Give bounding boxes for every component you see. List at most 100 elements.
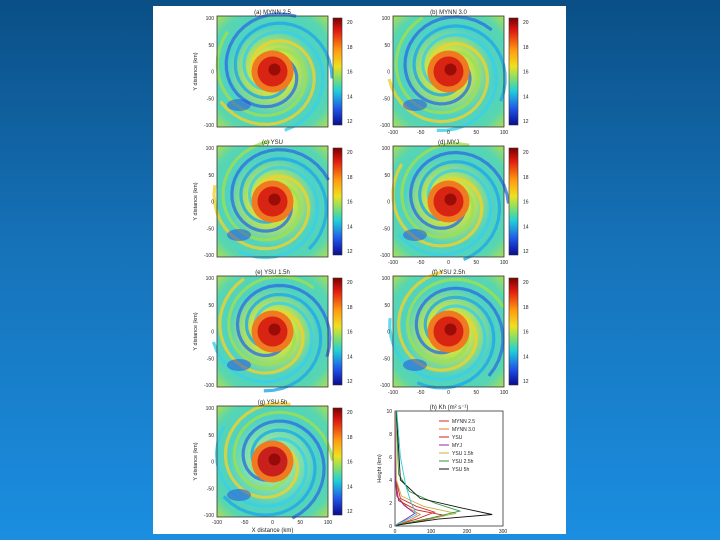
rainband [232,410,335,491]
rainband [221,140,302,242]
colorbar-tick-label: 12 [347,249,353,255]
rainband [412,24,507,102]
x-axis-label: X distance (km) [252,528,294,534]
colorbar-tick-label: 18 [523,305,529,311]
series-line-3 [394,411,416,526]
y-tick-label: 100 [206,276,215,282]
eye [268,193,281,206]
panel-title: (g) YSU 5h [258,400,288,406]
x-tick-label: 0 [447,260,450,266]
colorbar-tick-label: 12 [347,119,353,125]
x-tick-label: -50 [241,520,248,526]
x-tick-label: 50 [297,520,303,526]
x-tick-label: 50 [473,260,479,266]
colorbar-tick-label: 14 [523,224,529,230]
colorbar-tick-label: 20 [523,150,529,156]
colorbar-tick-label: 20 [347,410,353,416]
rainband [403,15,493,106]
rainband [394,16,481,115]
y-tick-label: 0 [211,200,214,206]
colorbar-tick-label: 16 [347,460,353,466]
rainband [242,30,325,132]
panel-frame [216,145,329,258]
rainband [219,39,316,127]
x-tick-label: 0 [447,130,450,136]
colorbar-tick-label: 18 [523,45,529,51]
chart-y-tick: 10 [386,409,392,415]
series-line-7 [394,410,418,526]
cool-patch [403,229,427,241]
x-tick-label: 100 [324,520,333,526]
colorbar-tick-label: 14 [347,354,353,360]
colorbar-tick-label: 20 [347,20,353,26]
x-tick-label: -100 [388,390,398,396]
x-tick-label: -100 [388,260,398,266]
panel-frame [216,275,329,388]
chart-y-tick: 8 [389,432,392,438]
y-tick-label: -100 [380,123,390,129]
y-tick-label: 0 [211,70,214,76]
y-tick-label: -100 [204,123,214,129]
rainband [414,286,505,377]
chart-x-tick: 0 [394,529,397,534]
x-tick-label: 50 [473,130,479,136]
x-tick-label: -50 [417,260,424,266]
y-tick-label: 100 [382,16,391,22]
colorbar-tick-label: 12 [523,379,529,385]
panel-frame [216,15,329,128]
y-tick-label: 0 [387,200,390,206]
colorbar-tick-label: 14 [523,354,529,360]
rainband [227,274,315,366]
rainband [235,283,332,358]
rainband [418,159,502,262]
field-panel-3: 100 50 0 -50 -100-100 -50 0 50 100 (d) MYJ 20 18 16 1… [380,140,529,266]
field-panel-5: 100 50 0 -50 -100-100 -50 0 50 100 (f) YSU 2.5h 20… [380,270,529,396]
colorbar-tick-label: 14 [347,484,353,490]
x-tick-label: -100 [212,520,222,526]
rainband [211,301,314,384]
x-tick-label: 0 [271,520,274,526]
cool-patch [227,229,251,241]
rainband [214,425,308,508]
colorbar [332,407,343,516]
cool-patch [227,489,251,501]
colorbar-tick-label: 12 [347,379,353,385]
colorbar-tick-label: 14 [347,224,353,230]
y-tick-label: 50 [208,43,214,49]
x-tick-label: 50 [473,390,479,396]
rainband [239,157,329,251]
rainband [223,401,300,500]
chart-y-tick: 2 [389,501,392,507]
x-tick-label: 100 [500,260,509,266]
y-tick-label: 100 [206,146,215,152]
chart-x-tick: 300 [499,529,508,534]
rainband [409,150,511,230]
panel-frame [392,145,505,258]
y-tick-label: -100 [204,513,214,519]
rainband [218,277,305,375]
y-tick-label: 0 [387,70,390,76]
colorbar [508,147,519,256]
chart-title: (h) Kh (m² s⁻¹) [430,405,469,411]
eye [268,63,281,76]
y-tick-label: 0 [387,330,390,336]
y-tick-label: -50 [207,96,214,102]
colorbar-tick-label: 18 [347,175,353,181]
y-tick-label: -100 [204,383,214,389]
legend-entry: MYNN 3.0 [452,427,475,433]
colorbar-tick-label: 20 [347,150,353,156]
chart-y-tick: 4 [389,478,392,484]
colorbar [508,277,519,386]
field-panel-2: 100 50 0 -50 -100 (c) YSU Y distance (km) 20 18 1… [193,140,353,260]
legend-entry: YSU 5h [452,467,469,473]
colorbar-tick-label: 16 [347,200,353,206]
eye [444,193,457,206]
y-tick-label: 50 [384,173,390,179]
colorbar-tick-label: 12 [347,509,353,515]
cool-patch [403,359,427,371]
colorbar-tick-label: 16 [523,200,529,206]
colorbar [508,17,519,126]
panel-frame [216,405,329,518]
rainband [396,168,493,257]
colorbar-tick-label: 16 [347,330,353,336]
